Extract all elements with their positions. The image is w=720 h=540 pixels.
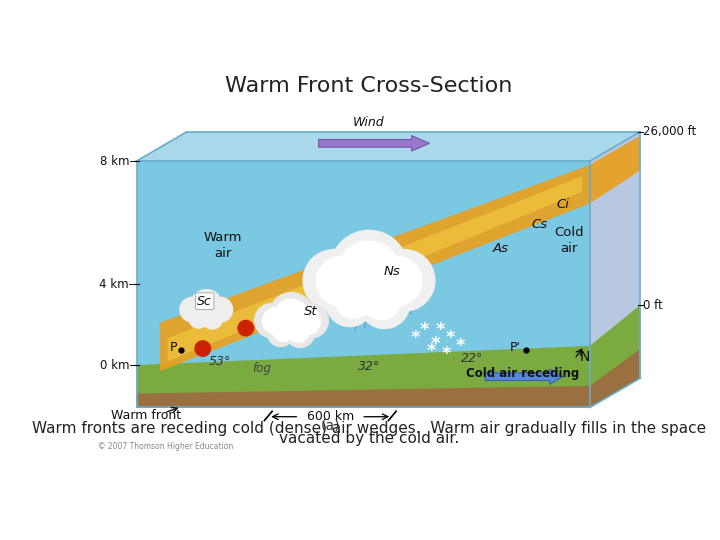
- Polygon shape: [160, 165, 590, 372]
- Text: Warm fronts are receding cold (dense) air wedges.  Warm air gradually fills in t: Warm fronts are receding cold (dense) ai…: [32, 421, 706, 436]
- Circle shape: [287, 320, 310, 342]
- Circle shape: [303, 249, 365, 311]
- Polygon shape: [590, 132, 640, 408]
- Circle shape: [189, 309, 208, 328]
- Text: Wind: Wind: [354, 116, 384, 129]
- Text: Sc: Sc: [197, 295, 212, 308]
- Text: Cs: Cs: [531, 219, 548, 232]
- Text: 26,000 ft: 26,000 ft: [644, 125, 697, 138]
- Circle shape: [208, 298, 233, 322]
- Circle shape: [202, 309, 222, 329]
- Text: 4 km–: 4 km–: [99, 278, 135, 291]
- Text: Ns: Ns: [384, 265, 400, 278]
- Text: 32°: 32°: [358, 360, 380, 373]
- Text: *: *: [436, 321, 445, 340]
- Circle shape: [263, 307, 289, 335]
- Text: vacated by the cold air.: vacated by the cold air.: [279, 431, 459, 445]
- Circle shape: [326, 280, 373, 327]
- Circle shape: [191, 289, 222, 320]
- Circle shape: [372, 256, 422, 306]
- Text: 53°: 53°: [209, 355, 231, 368]
- Text: 600 km: 600 km: [307, 410, 354, 423]
- Text: © 2007 Thomson Higher Education: © 2007 Thomson Higher Education: [98, 442, 233, 451]
- Polygon shape: [590, 349, 640, 408]
- Circle shape: [346, 267, 392, 314]
- Text: Warm Front Cross-Section: Warm Front Cross-Section: [225, 76, 513, 96]
- Circle shape: [194, 303, 218, 326]
- Text: 8 km–: 8 km–: [99, 154, 135, 167]
- Text: Warm
air: Warm air: [204, 231, 243, 260]
- Text: St: St: [304, 305, 318, 318]
- Text: N: N: [580, 350, 590, 365]
- Polygon shape: [590, 136, 640, 204]
- Circle shape: [316, 256, 366, 306]
- Text: 0 ft: 0 ft: [644, 299, 663, 312]
- Polygon shape: [319, 136, 429, 151]
- Polygon shape: [168, 177, 582, 361]
- Text: Cold air receding: Cold air receding: [466, 367, 579, 380]
- Text: P': P': [510, 341, 521, 354]
- Circle shape: [340, 263, 398, 321]
- Polygon shape: [137, 132, 640, 161]
- Circle shape: [289, 296, 305, 312]
- Text: fog: fog: [253, 362, 271, 375]
- Circle shape: [279, 313, 305, 339]
- Circle shape: [361, 280, 402, 320]
- Text: 0 km–: 0 km–: [99, 359, 135, 372]
- Text: (a): (a): [320, 418, 340, 432]
- Circle shape: [270, 293, 313, 336]
- Text: Cold
air: Cold air: [554, 226, 584, 255]
- Circle shape: [268, 321, 294, 347]
- Circle shape: [294, 303, 328, 338]
- Circle shape: [180, 298, 204, 322]
- Circle shape: [335, 281, 372, 318]
- Polygon shape: [137, 161, 590, 408]
- Text: *: *: [456, 337, 465, 355]
- Circle shape: [255, 303, 289, 338]
- Text: As: As: [492, 241, 509, 254]
- Circle shape: [274, 299, 309, 333]
- Circle shape: [286, 320, 315, 348]
- Text: *: *: [410, 329, 420, 347]
- Circle shape: [273, 321, 293, 341]
- Polygon shape: [137, 386, 590, 408]
- Circle shape: [338, 241, 400, 303]
- Text: *: *: [430, 335, 440, 353]
- Text: *: *: [442, 345, 451, 362]
- Text: *: *: [426, 342, 436, 360]
- Polygon shape: [590, 305, 640, 408]
- Circle shape: [293, 307, 320, 335]
- Circle shape: [195, 341, 210, 356]
- Text: 22°: 22°: [461, 353, 483, 366]
- Circle shape: [330, 231, 408, 307]
- Circle shape: [238, 320, 253, 336]
- Text: *: *: [420, 321, 430, 340]
- Text: P: P: [169, 341, 177, 354]
- Text: Ci: Ci: [557, 198, 570, 212]
- Circle shape: [275, 311, 307, 343]
- Circle shape: [359, 279, 410, 328]
- Polygon shape: [485, 369, 563, 384]
- Circle shape: [373, 249, 435, 311]
- Text: Warm front: Warm front: [111, 409, 181, 422]
- Text: *: *: [446, 329, 455, 347]
- Polygon shape: [137, 346, 590, 408]
